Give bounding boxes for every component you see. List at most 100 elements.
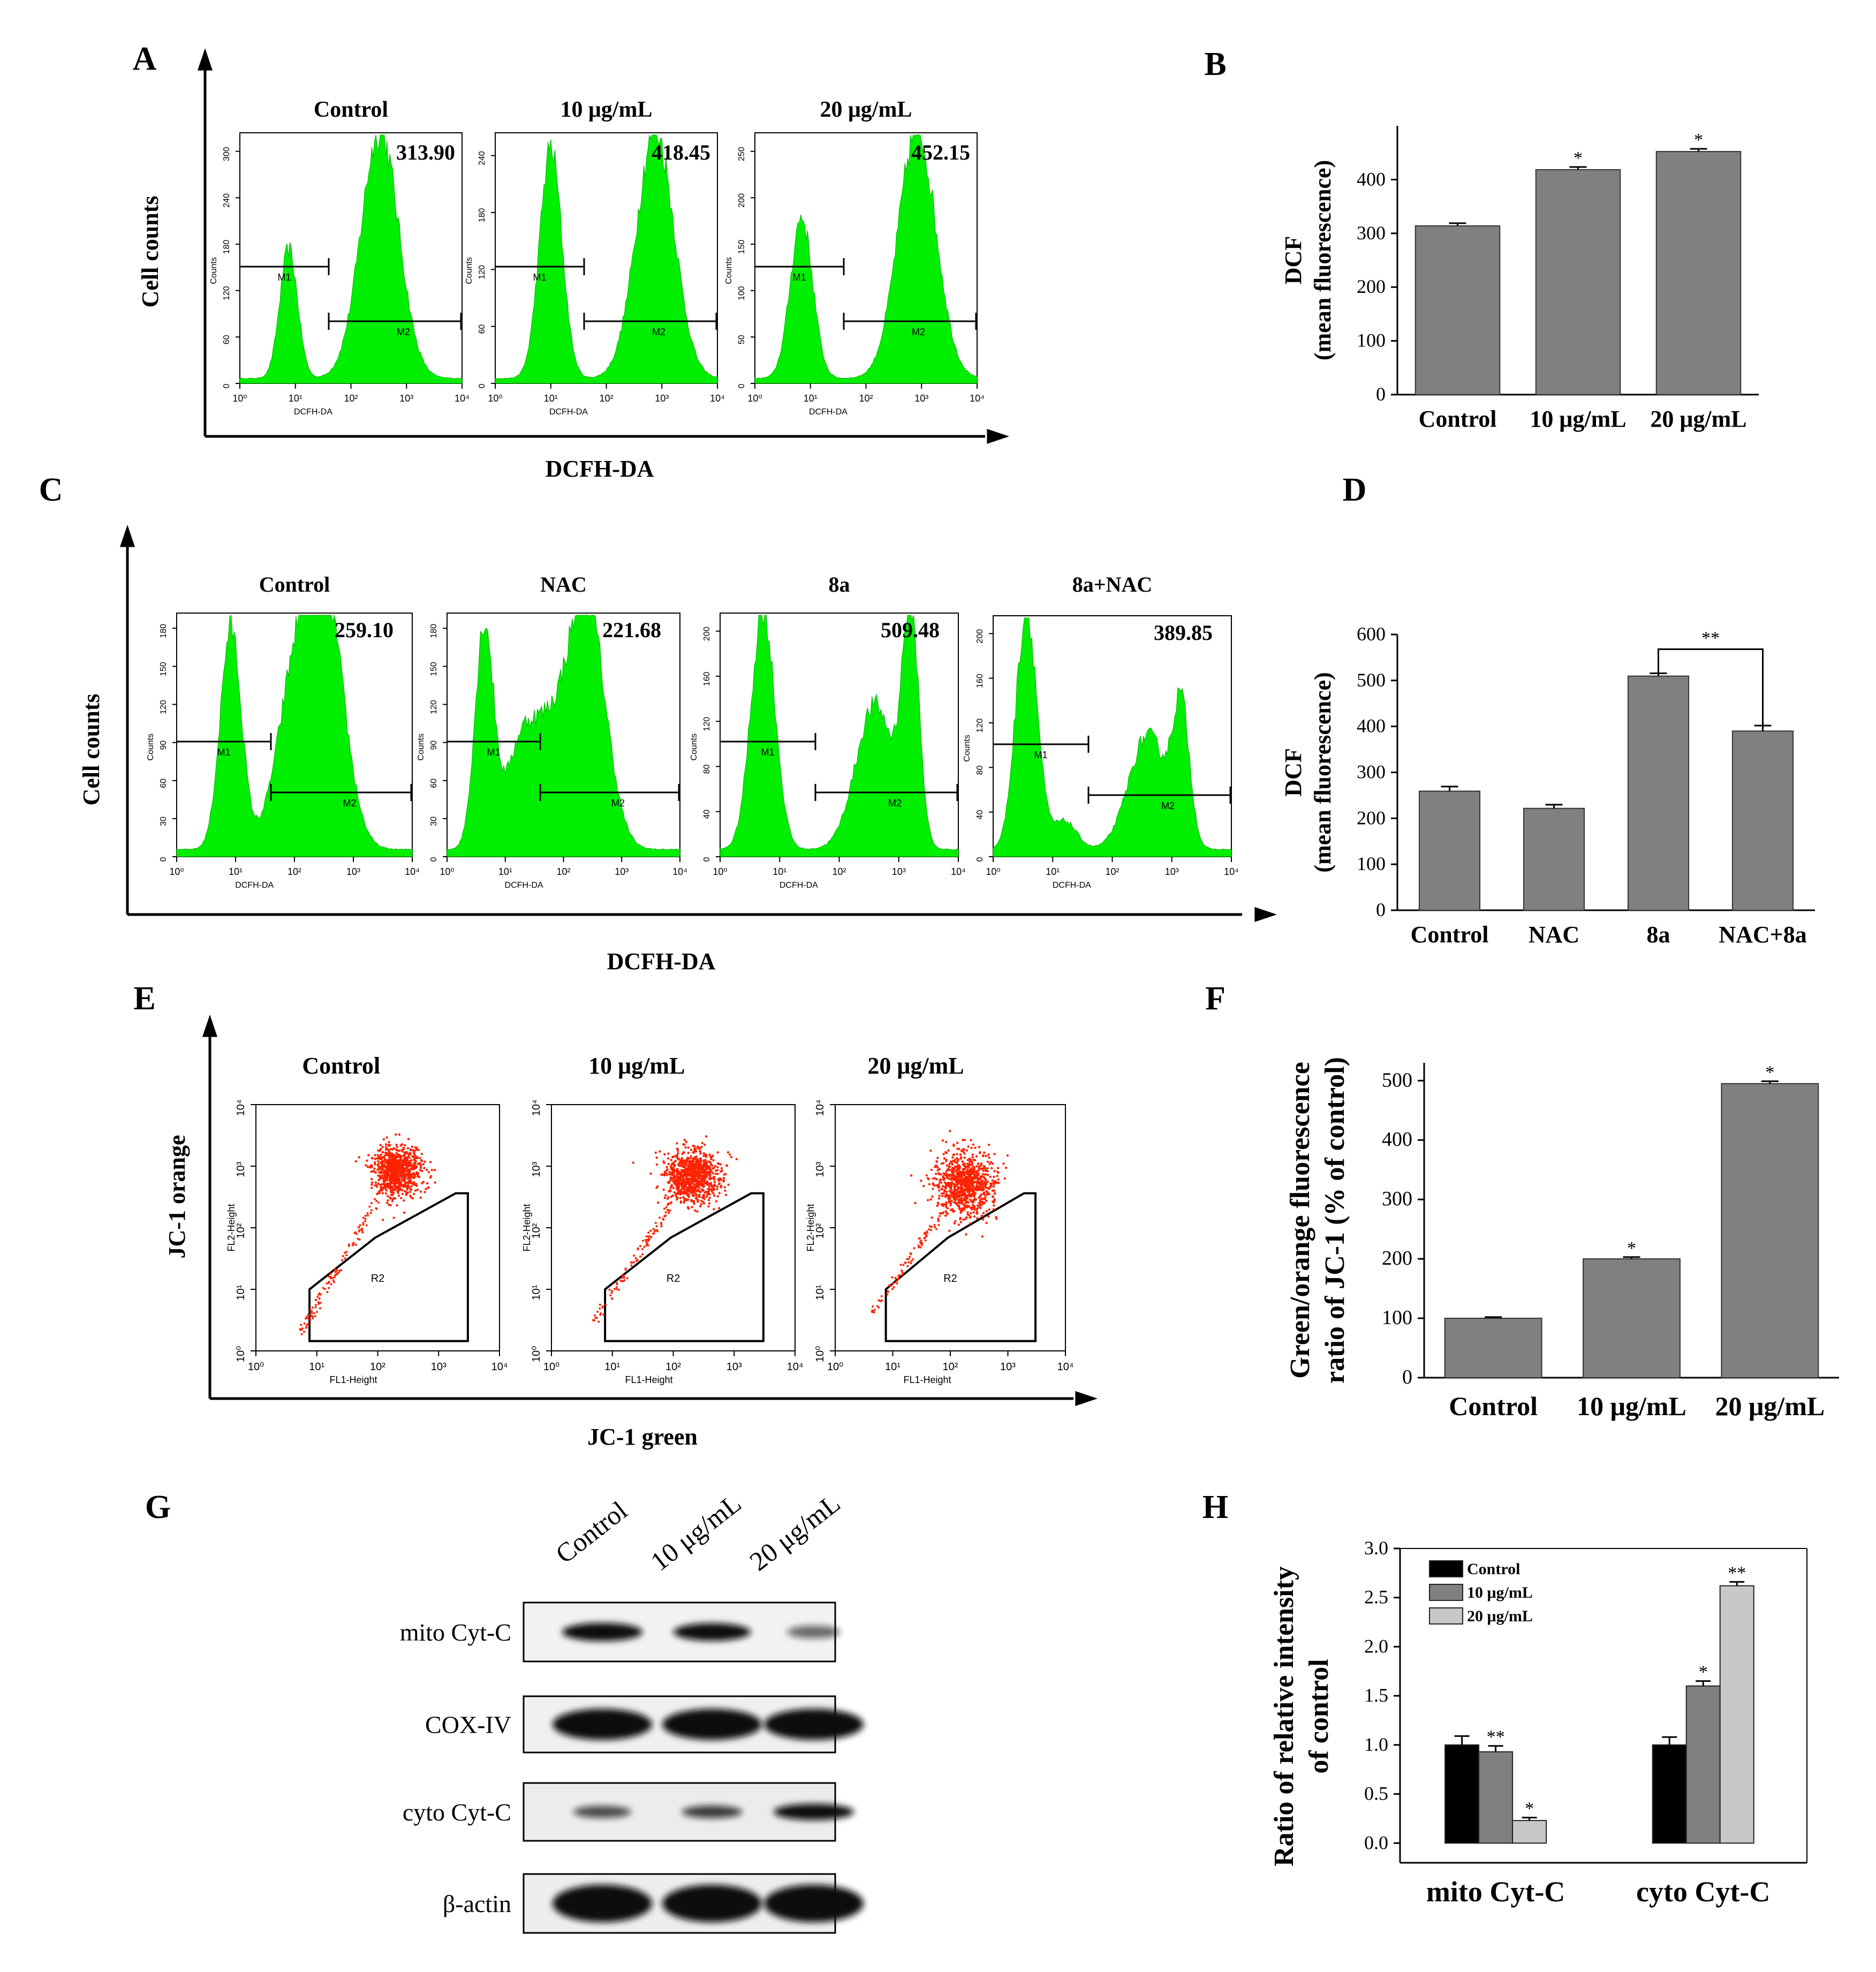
dot xyxy=(969,1160,972,1162)
dot xyxy=(667,1202,670,1205)
dot xyxy=(716,1185,719,1188)
dot xyxy=(388,1203,390,1206)
dot xyxy=(702,1180,706,1183)
dot xyxy=(708,1185,710,1188)
dot xyxy=(419,1162,421,1165)
dot xyxy=(719,1170,722,1173)
y-tick-label: 120 xyxy=(159,700,168,714)
arrow-head-up xyxy=(198,48,213,71)
dot xyxy=(954,1198,957,1200)
dot xyxy=(398,1178,400,1181)
x-tick-label: 10⁰ xyxy=(543,1361,559,1373)
dot xyxy=(420,1153,423,1155)
dot xyxy=(390,1191,393,1193)
dot xyxy=(963,1171,966,1174)
dot xyxy=(311,1315,314,1318)
dot xyxy=(388,1187,391,1190)
dot xyxy=(405,1191,408,1193)
dot xyxy=(922,1184,925,1188)
dot xyxy=(955,1180,958,1183)
dot xyxy=(682,1159,684,1162)
dot xyxy=(403,1199,405,1202)
dot xyxy=(950,1176,953,1178)
dot xyxy=(708,1160,710,1163)
x-tick-label: 10² xyxy=(556,866,570,877)
dot xyxy=(912,1258,914,1260)
dot xyxy=(667,1152,670,1155)
dot xyxy=(313,1312,315,1314)
dot xyxy=(375,1184,377,1187)
dot xyxy=(326,1282,328,1285)
dot xyxy=(688,1193,691,1196)
dot xyxy=(951,1191,954,1194)
dot-plot-frame xyxy=(835,1104,1066,1351)
dot xyxy=(720,1184,723,1187)
dot xyxy=(402,1176,405,1179)
y-tick-label: 10² xyxy=(814,1223,826,1238)
bar xyxy=(1414,225,1501,395)
dot xyxy=(1002,1162,1005,1165)
dot xyxy=(982,1187,985,1190)
dot xyxy=(328,1281,330,1283)
x-tick-label: 10³ xyxy=(914,393,928,404)
dot xyxy=(671,1171,674,1174)
dot xyxy=(641,1253,644,1256)
bar xyxy=(1627,675,1690,911)
dot xyxy=(946,1177,949,1180)
dot xyxy=(392,1147,395,1150)
dot xyxy=(679,1165,682,1167)
dot xyxy=(712,1187,715,1190)
dot xyxy=(976,1212,979,1215)
dot xyxy=(419,1163,422,1167)
histogram-title: 8a+NAC xyxy=(1072,572,1152,596)
dot xyxy=(364,1214,367,1217)
dot xyxy=(386,1182,389,1185)
dot xyxy=(375,1207,378,1210)
x-tick-label: 10¹ xyxy=(309,1361,324,1373)
dot xyxy=(956,1170,958,1173)
dot xyxy=(929,1229,932,1231)
dot xyxy=(989,1185,992,1188)
dot xyxy=(683,1183,686,1187)
dot xyxy=(963,1157,966,1159)
dot xyxy=(657,1201,660,1204)
dot xyxy=(611,1297,613,1300)
dot xyxy=(958,1205,960,1207)
dot xyxy=(679,1179,683,1182)
dot xyxy=(960,1173,963,1175)
dot xyxy=(965,1179,969,1182)
dot xyxy=(669,1166,672,1169)
dot xyxy=(973,1175,976,1178)
dot xyxy=(970,1146,973,1150)
dot xyxy=(668,1189,671,1192)
dot xyxy=(971,1156,974,1159)
dot xyxy=(659,1150,661,1153)
dot xyxy=(676,1147,678,1150)
dot xyxy=(394,1157,397,1160)
histogram-y-label: Counts xyxy=(724,257,733,284)
dot xyxy=(679,1159,683,1162)
dot xyxy=(608,1288,611,1291)
dot xyxy=(954,1177,957,1180)
dot xyxy=(950,1184,953,1187)
dot xyxy=(982,1197,985,1200)
dot xyxy=(962,1218,965,1221)
dot xyxy=(943,1172,946,1175)
dot xyxy=(316,1295,319,1298)
dot xyxy=(690,1187,692,1190)
dot xyxy=(670,1164,672,1167)
dot xyxy=(658,1217,661,1219)
dot xyxy=(703,1182,707,1185)
y-tick-label: 500 xyxy=(1382,1069,1412,1091)
dot xyxy=(663,1174,666,1177)
dot xyxy=(972,1143,974,1146)
dot xyxy=(670,1168,673,1170)
histogram-y-label: Counts xyxy=(690,734,699,761)
x-tick-label: 10¹ xyxy=(498,866,512,877)
dot xyxy=(982,1154,985,1157)
dot xyxy=(427,1186,430,1189)
dot xyxy=(655,1156,658,1159)
dot xyxy=(948,1198,951,1200)
dot xyxy=(664,1211,667,1214)
y-tick-label: 300 xyxy=(1382,1188,1412,1210)
